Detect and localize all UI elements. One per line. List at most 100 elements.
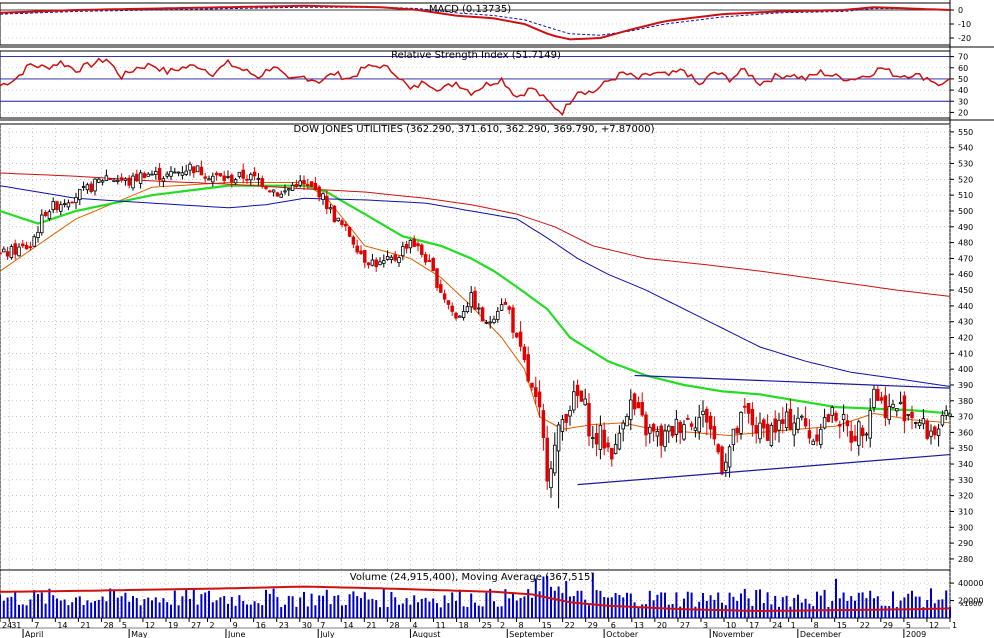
candle-body	[572, 391, 576, 411]
volume-bar	[344, 605, 347, 618]
x-month-label: May	[131, 630, 148, 638]
y-tick-label: 370	[958, 413, 973, 422]
candle-body	[511, 307, 515, 333]
volume-bar	[447, 603, 450, 618]
volume-bar	[717, 592, 720, 618]
x-day-label: 17	[749, 621, 759, 630]
x-month-label: June	[227, 630, 246, 638]
volume-bar	[857, 592, 860, 618]
volume-bar	[409, 604, 412, 618]
volume-bar	[299, 597, 302, 618]
x-day-label: 7	[320, 621, 325, 630]
candle-body	[287, 188, 291, 191]
volume-bar	[793, 597, 796, 618]
volume-bar	[797, 594, 799, 618]
x-day-label: 4	[412, 621, 417, 630]
candle-body	[537, 391, 542, 408]
x-day-label: 14	[343, 621, 353, 630]
candle-body	[553, 444, 557, 474]
volume-moving-average-line	[0, 585, 951, 613]
volume-bar	[154, 597, 157, 618]
candle-body	[442, 293, 447, 300]
y-tick-label: 450	[958, 286, 973, 295]
candle-body	[845, 420, 850, 427]
volume-bar	[561, 593, 564, 618]
volume-bar	[922, 607, 925, 618]
candle-body	[336, 217, 340, 222]
candle-body	[24, 245, 29, 250]
candle-body	[784, 411, 789, 429]
candle-body	[503, 302, 508, 305]
volume-bar	[907, 593, 910, 618]
volume-bar	[143, 599, 146, 618]
candle-body	[708, 415, 713, 430]
volume-bar	[690, 592, 693, 618]
candle-body	[587, 402, 591, 437]
candle-body	[9, 246, 14, 258]
volume-bar	[664, 592, 666, 618]
candle-body	[332, 205, 337, 223]
volume-bar	[576, 590, 579, 618]
candle-body	[921, 418, 926, 425]
candle-body	[127, 177, 131, 186]
volume-bar	[466, 606, 469, 618]
volume-bar	[652, 600, 655, 618]
volume-bar	[219, 597, 222, 618]
candle-body	[321, 193, 325, 200]
volume-bar	[208, 590, 210, 618]
x-day-label: 5	[122, 621, 127, 630]
volume-bar	[29, 599, 32, 618]
candle-body	[594, 433, 599, 445]
volume-bar	[280, 607, 283, 618]
y-tick-label: 20	[958, 108, 968, 117]
candle-body	[667, 425, 671, 432]
candle-body	[385, 256, 390, 260]
axes: 0-10-20706050403020550540530520510500490…	[0, 6, 983, 638]
candle-body	[302, 180, 306, 185]
volume-bar	[200, 594, 203, 618]
candle-body	[613, 444, 618, 455]
candle-body	[887, 405, 891, 421]
candle-body	[746, 403, 751, 414]
volume-bar	[33, 590, 36, 618]
candle-body	[606, 442, 610, 448]
volume-bar	[310, 593, 313, 618]
candle-body	[214, 172, 219, 176]
y-tick-label: 40000	[958, 579, 983, 588]
candle-body	[85, 184, 90, 191]
volume-bar	[363, 592, 366, 618]
candle-body	[135, 173, 139, 182]
x-day-label: 14	[57, 621, 67, 630]
candle-body	[796, 417, 800, 430]
volume-bar	[37, 594, 39, 618]
candle-body	[157, 167, 162, 181]
volume-bar	[694, 606, 697, 618]
candle-body	[192, 166, 196, 174]
x-day-label: 20	[657, 621, 667, 630]
candle-body	[283, 190, 287, 193]
volume-bar	[610, 597, 613, 618]
candle-body	[89, 183, 93, 192]
candle-body	[773, 418, 777, 433]
volume-bar	[360, 598, 362, 618]
candle-body	[450, 305, 454, 312]
x-month-label: September	[509, 630, 554, 638]
candle-body	[66, 202, 71, 208]
candle-body	[743, 405, 747, 408]
candle-body	[564, 414, 568, 423]
candle-body	[108, 178, 112, 181]
volume-bar	[485, 592, 488, 618]
volume-bar	[162, 598, 165, 618]
candle-body	[435, 268, 439, 288]
candle-body	[81, 186, 86, 188]
y-tick-label: 0	[958, 6, 963, 15]
volume-bar	[622, 597, 625, 618]
candle-body	[47, 211, 52, 219]
volume-bar	[56, 598, 58, 618]
volume-bar	[527, 589, 530, 618]
volume-bar	[884, 605, 887, 618]
volume-bar	[253, 601, 256, 618]
volume-bar	[318, 595, 321, 618]
volume-bar	[177, 605, 180, 618]
